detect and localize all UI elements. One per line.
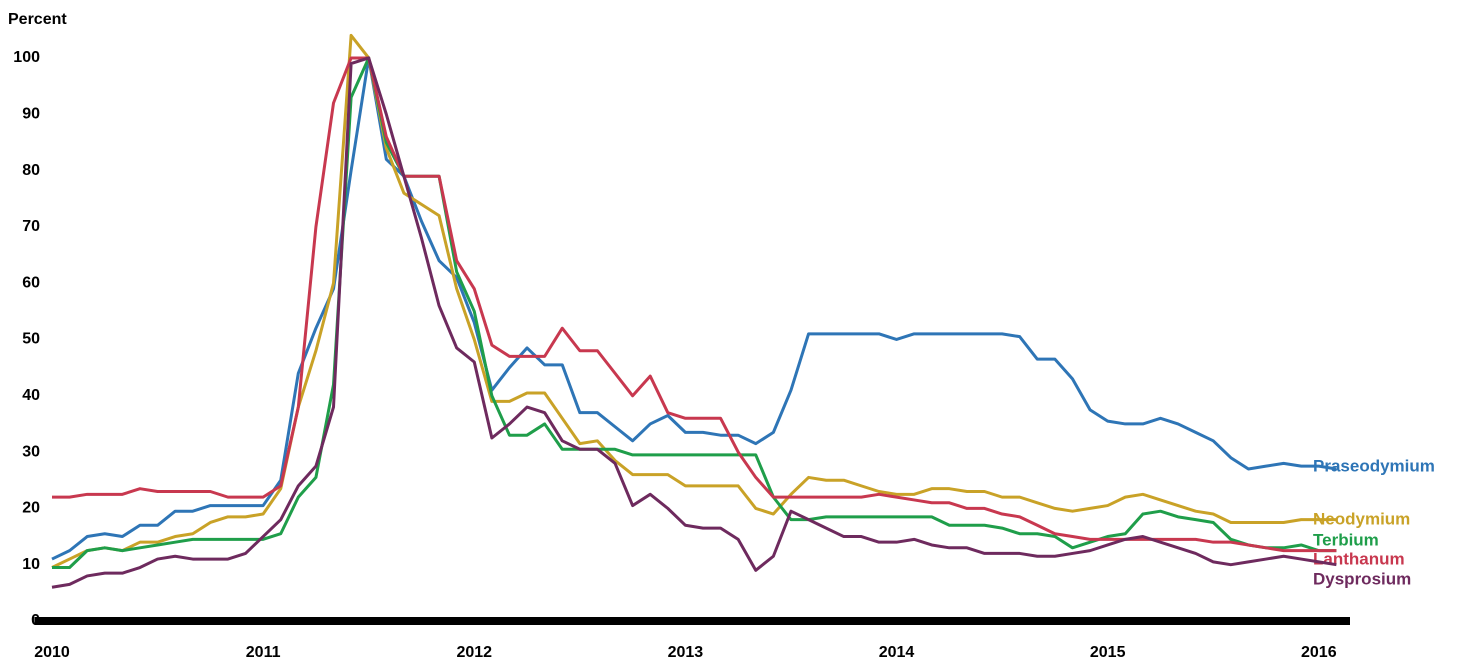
series-label: Lanthanum [1313,549,1405,568]
y-axis-label: Percent [8,11,67,28]
x-tick-label: 2010 [34,644,70,661]
series-label: Terbium [1313,530,1379,549]
y-tick-label: 60 [22,274,40,291]
x-tick-label: 2012 [456,644,492,661]
y-tick-label: 10 [22,556,40,573]
y-tick-label: 70 [22,218,40,235]
y-tick-label: 20 [22,500,40,517]
y-tick-label: 50 [22,331,40,348]
x-tick-label: 2011 [246,644,281,661]
series-line [51,56,1337,553]
series-label: Neodymium [1313,509,1410,528]
series-line [51,33,1337,569]
y-tick-label: 80 [22,162,40,179]
y-tick-label: 40 [22,387,40,404]
y-tick-label: 30 [22,443,40,460]
x-tick-label: 2016 [1301,644,1337,661]
series-label: Praseodymium [1313,456,1435,475]
x-tick-label: 2014 [879,644,915,661]
x-tick-label: 2015 [1090,644,1126,661]
series-line [51,56,1337,561]
series-label: Dysprosium [1313,569,1411,588]
x-tick-label: 2013 [668,644,704,661]
series-line [51,56,1337,570]
series-line [51,56,1337,589]
y-tick-label: 100 [13,49,40,66]
y-tick-label: 90 [22,105,40,122]
